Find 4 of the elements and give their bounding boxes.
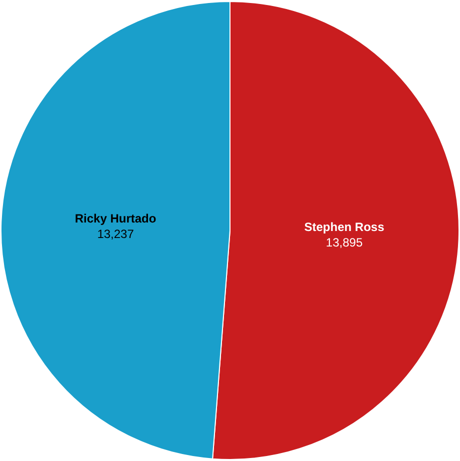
data-label: 13,895 — [326, 236, 363, 250]
data-label: 13,237 — [97, 226, 134, 241]
slice-label: Stephen Ross — [304, 220, 385, 234]
slice-label: Ricky Hurtado — [74, 211, 156, 226]
